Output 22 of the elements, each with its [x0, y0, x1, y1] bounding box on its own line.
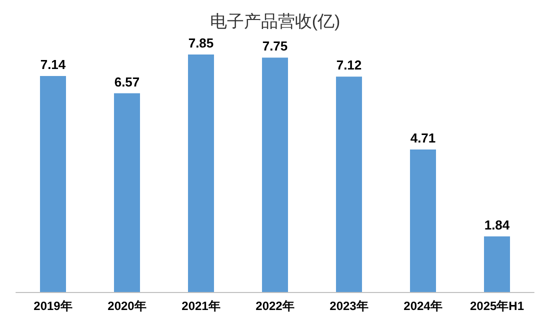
x-tick-label: 2020年 — [108, 299, 146, 313]
x-tick-label: 2022年 — [256, 299, 294, 313]
x-tick-label: 2025年H1 — [470, 299, 524, 313]
chart-title: 电子产品营收(亿) — [210, 12, 340, 31]
bar — [262, 58, 288, 292]
data-label: 1.84 — [484, 217, 510, 232]
x-tick-label: 2024年 — [404, 299, 442, 313]
bar — [336, 76, 362, 292]
data-label: 7.14 — [40, 57, 66, 72]
bar — [114, 93, 140, 292]
data-label: 4.71 — [410, 130, 436, 146]
data-label: 7.75 — [262, 38, 288, 54]
x-tick-label: 2023年 — [330, 299, 368, 313]
data-label: 7.85 — [188, 36, 214, 51]
bar — [484, 236, 510, 292]
bar — [40, 76, 66, 292]
bar — [410, 150, 436, 292]
data-label: 6.57 — [114, 74, 140, 90]
bar — [188, 54, 214, 292]
data-label: 7.12 — [336, 58, 362, 73]
x-tick-label: 2019年 — [34, 299, 72, 313]
x-tick-label: 2021年 — [182, 299, 220, 313]
